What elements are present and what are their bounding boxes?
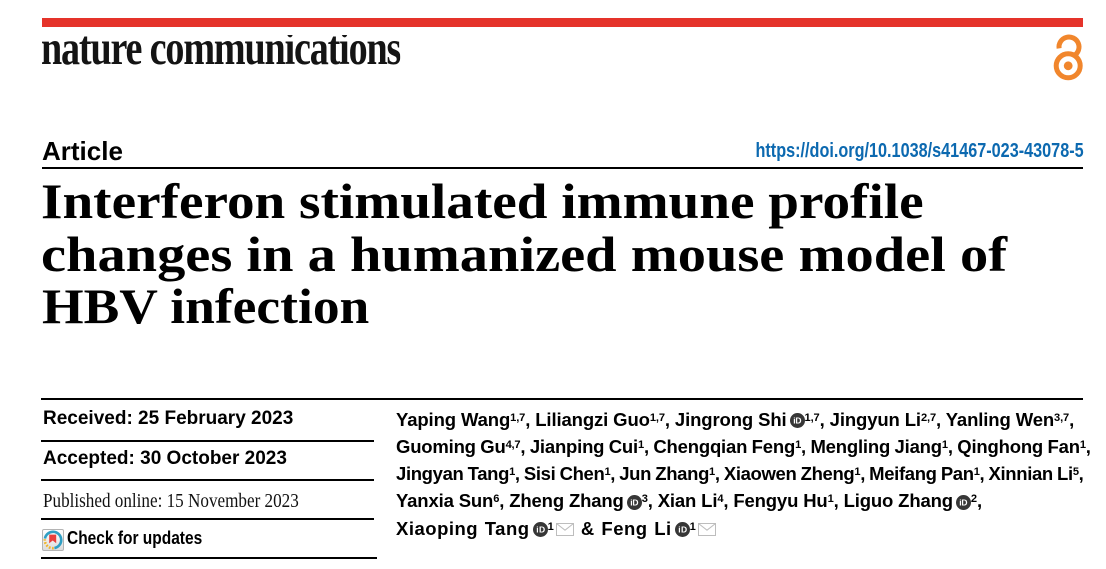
svg-text:iD: iD <box>678 525 688 535</box>
svg-text:iD: iD <box>793 416 801 426</box>
svg-text:iD: iD <box>536 525 546 535</box>
svg-text:iD: iD <box>959 497 967 507</box>
svg-text:iD: iD <box>630 497 638 507</box>
